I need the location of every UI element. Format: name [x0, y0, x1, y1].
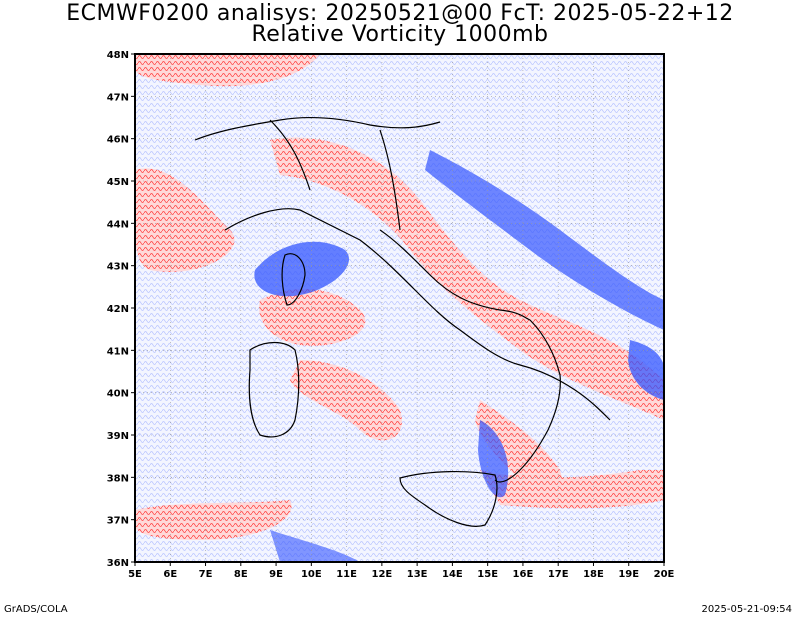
lat-tick-label: 40N: [107, 389, 129, 400]
lat-tick-label: 44N: [107, 219, 129, 230]
sardinia-outline: [248, 341, 300, 438]
sicily-outline: [399, 470, 498, 527]
lat-tick-label: 36N: [107, 558, 129, 569]
positive-vorticity-region: [270, 137, 664, 420]
lon-tick-label: 16E: [513, 569, 534, 580]
lon-tick-label: 18E: [583, 569, 604, 580]
italy-adriatic-coast: [379, 229, 531, 321]
negative-vorticity-region: [254, 241, 349, 297]
lon-tick-label: 20E: [654, 569, 675, 580]
lon-tick-label: 9E: [269, 569, 283, 580]
positive-vorticity-region: [480, 470, 664, 509]
chart-title: ECMWF0200 analisys: 20250521@00 FcT: 202…: [66, 1, 734, 26]
positive-vorticity-region: [135, 500, 292, 540]
lon-tick-label: 11E: [336, 569, 357, 580]
lat-tick-label: 41N: [107, 346, 129, 357]
corsica-outline: [281, 253, 306, 306]
positive-vorticity-region: [259, 289, 366, 346]
chart-subtitle: Relative Vorticity 1000mb: [251, 22, 549, 47]
lat-tick-label: 47N: [107, 92, 129, 103]
footer-credit: GrADS/COLA: [4, 604, 68, 615]
lon-tick-label: 15E: [477, 569, 498, 580]
negative-vorticity-region: [425, 150, 664, 330]
lat-tick-label: 48N: [107, 50, 129, 61]
lon-tick-label: 19E: [618, 569, 639, 580]
positive-vorticity-region: [135, 168, 235, 272]
contour-field: [135, 54, 664, 562]
positive-vorticity-region: [475, 400, 562, 494]
longitude-ticks: 5E 6E 7E 8E 9E 10E 11E 12E 13E 14E 15E 16E 17E 18E 19E…: [128, 562, 675, 580]
footer-timestamp: 2025-05-21-09:54: [701, 604, 792, 615]
lon-tick-label: 10E: [301, 569, 322, 580]
lat-tick-label: 46N: [107, 135, 129, 146]
alps-border: [194, 116, 441, 231]
positive-vorticity-region: [135, 54, 320, 87]
italy-peninsula-outline: [224, 208, 611, 483]
lon-tick-label: 5E: [128, 569, 142, 580]
lon-tick-label: 7E: [199, 569, 213, 580]
latitude-ticks: 48N 47N 46N 45N 44N 43N 42N 41N 40N 39N 38N 37N 36N: [107, 50, 135, 569]
lat-tick-label: 45N: [107, 177, 129, 188]
lon-tick-label: 8E: [234, 569, 248, 580]
lat-tick-label: 39N: [107, 431, 129, 442]
negative-vorticity-region: [628, 340, 664, 400]
lon-tick-label: 12E: [371, 569, 392, 580]
lat-tick-label: 43N: [107, 262, 129, 273]
lat-tick-label: 37N: [107, 516, 129, 527]
lat-tick-label: 42N: [107, 304, 129, 315]
lat-tick-label: 38N: [107, 473, 129, 484]
lon-tick-label: 17E: [548, 569, 569, 580]
lon-tick-label: 14E: [442, 569, 463, 580]
lon-tick-label: 13E: [407, 569, 428, 580]
coastlines: [194, 116, 611, 527]
positive-vorticity-region: [290, 360, 402, 441]
lon-tick-label: 6E: [163, 569, 177, 580]
negative-vorticity-region: [478, 420, 509, 498]
negative-vorticity-region: [270, 530, 360, 562]
